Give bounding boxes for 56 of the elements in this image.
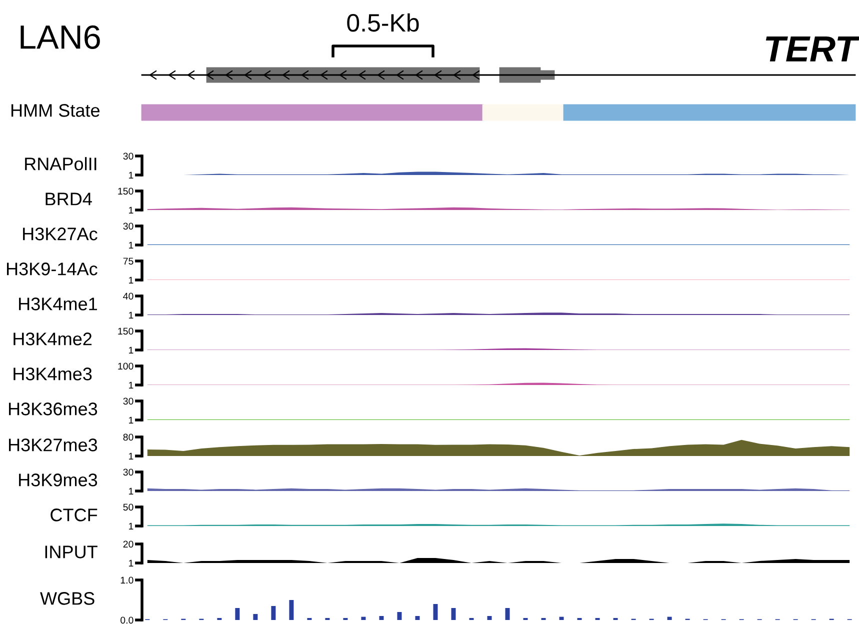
y-axis-title: WGBS [40, 592, 94, 605]
bar [559, 616, 564, 620]
y-axis-title: INPUT [45, 546, 98, 558]
y-tick-label: 30 [123, 398, 134, 405]
y-tick-label: 1 [129, 560, 134, 567]
y-axis-title: BRD4 [46, 192, 92, 206]
bar [379, 616, 384, 620]
y-tick-label: 150 [118, 328, 134, 335]
y-tick-label: 1 [129, 452, 134, 460]
bar [451, 608, 456, 620]
y-tick-label: 1 [129, 172, 134, 179]
y-tick-label: 1 [129, 382, 134, 389]
y-axis-title: H3K27Ac [23, 228, 98, 240]
y-tick-label: 30 [123, 222, 134, 230]
bar [361, 616, 366, 620]
bar [415, 616, 420, 620]
y-axis-title: CTCF [50, 508, 98, 522]
y-tick-label: 1 [129, 522, 134, 530]
y-tick-label: 1 [129, 312, 134, 319]
y-axis-title: H3K27me3 [9, 438, 98, 452]
y-tick-label: 1 [129, 416, 134, 424]
y-tick-label: 1 [129, 206, 134, 214]
y-axis-title: H3K4me3 [14, 368, 92, 380]
y-tick-label: 1.0 [120, 576, 134, 584]
bar [487, 616, 492, 620]
y-tick-label: 50 [123, 504, 134, 511]
bar [397, 612, 402, 620]
y-tick-label: 75 [123, 258, 134, 265]
text: LAN6 [20, 25, 100, 49]
y-axis-title: H3K4me2 [14, 332, 92, 346]
bar [235, 608, 240, 620]
y-tick-label: 30 [123, 152, 134, 160]
y-tick-label: 0.0 [120, 616, 134, 624]
y-tick-label: 20 [123, 540, 134, 548]
y-tick-label: 30 [123, 468, 134, 476]
bar [433, 604, 438, 620]
y-axis-title: RNAPolII [25, 157, 96, 170]
y-axis-title: H3K36me3 [9, 402, 98, 416]
y-tick-label: 1 [129, 488, 134, 495]
text: HMM State [11, 104, 100, 117]
y-tick-label: 150 [118, 188, 134, 195]
bar [289, 600, 294, 620]
bar [667, 616, 672, 620]
y-tick-label: 1 [129, 276, 134, 284]
y-axis-title: H3K4me1 [19, 298, 97, 310]
y-tick-label: 1 [129, 242, 134, 249]
y-tick-label: 1 [129, 346, 134, 354]
text: 0.5-Kb [347, 13, 419, 32]
bar [505, 608, 510, 620]
bar [253, 614, 258, 620]
y-tick-label: 40 [123, 292, 134, 300]
y-tick-label: 100 [118, 362, 134, 370]
y-axis-title: H3K9-14Ac [7, 262, 98, 276]
y-axis-title: H3K9me3 [19, 474, 98, 486]
y-tick-label: 80 [123, 434, 134, 441]
bar [271, 606, 276, 620]
